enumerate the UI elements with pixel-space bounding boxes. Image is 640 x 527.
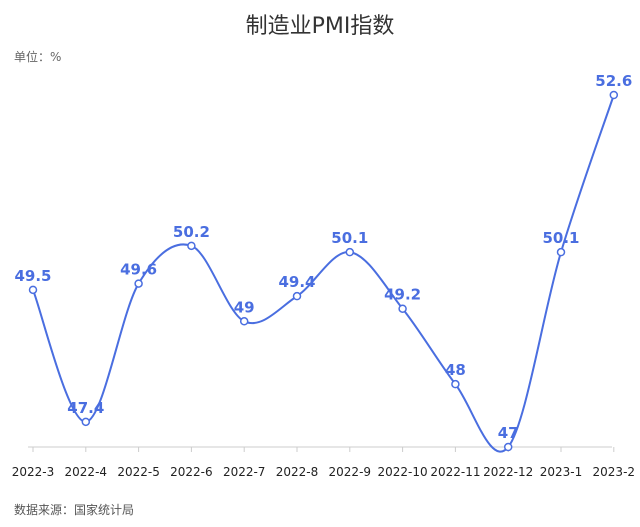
data-point: [451, 379, 460, 389]
data-label: 49: [234, 298, 255, 316]
data-label: 50.1: [331, 229, 368, 247]
series-line: [32, 94, 615, 453]
data-label: 49.6: [120, 261, 157, 279]
x-tick-label: 2022-3: [12, 465, 55, 479]
data-label: 48: [445, 361, 466, 379]
unit-label: 单位：%: [14, 50, 62, 64]
data-point: [345, 247, 355, 257]
x-tick-label: 2023-1: [540, 465, 583, 479]
data-label: 52.6: [595, 72, 632, 90]
x-tick-label: 2022-10: [378, 465, 428, 479]
data-point: [187, 241, 196, 251]
data-label: 49.4: [278, 273, 315, 291]
data-label: 50.2: [173, 223, 210, 241]
x-tick-label: 2022-9: [329, 465, 372, 479]
source-label: 数据来源：国家统计局: [14, 503, 135, 517]
x-tick-label: 2023-2: [593, 465, 636, 479]
data-point: [28, 285, 38, 295]
data-point: [556, 247, 566, 257]
data-point: [609, 90, 619, 100]
x-tick-label: 2022-4: [65, 465, 108, 479]
data-point: [398, 304, 407, 313]
x-tick-label: 2022-6: [170, 465, 213, 479]
x-tick-label: 2022-11: [430, 465, 480, 479]
data-label: 50.1: [542, 229, 579, 247]
data-label: 49.2: [384, 286, 421, 304]
chart-title: 制造业PMI指数: [245, 14, 395, 39]
data-label: 47: [498, 424, 519, 442]
data-point: [81, 417, 91, 427]
data-point: [503, 442, 513, 452]
data-point: [292, 291, 302, 301]
data-point: [239, 317, 249, 326]
x-tick-label: 2022-5: [117, 465, 160, 479]
data-label: 47.4: [67, 399, 104, 417]
x-tick-label: 2022-12: [483, 465, 533, 479]
x-tick-label: 2022-7: [223, 465, 266, 479]
data-label: 49.5: [14, 267, 51, 285]
x-tick-label: 2022-8: [276, 465, 319, 479]
data-point: [134, 279, 143, 288]
